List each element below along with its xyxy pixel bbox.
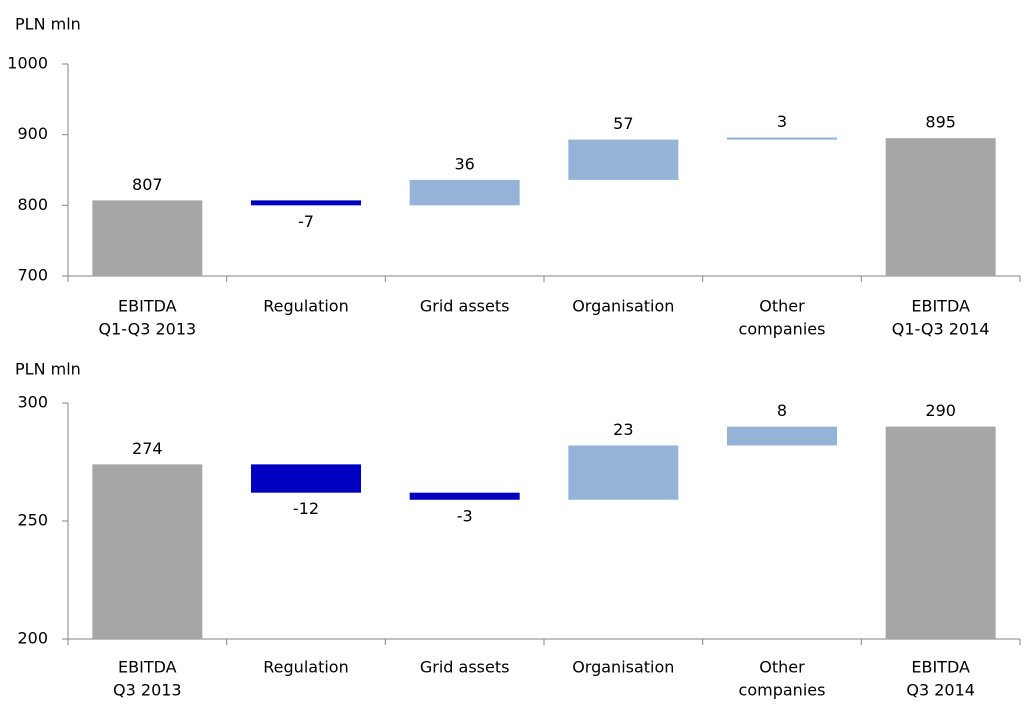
bar — [251, 464, 361, 493]
data-label: -7 — [298, 212, 314, 231]
x-tick-label: Q1-Q3 2014 — [892, 320, 990, 339]
bar — [885, 426, 996, 639]
data-label: 274 — [132, 439, 163, 458]
bar — [251, 200, 361, 206]
x-tick-label: Organisation — [572, 297, 674, 316]
x-tick-label: EBITDA — [911, 297, 970, 316]
bar — [92, 200, 203, 276]
y-tick-label: 300 — [17, 393, 48, 412]
y-tick-label: 900 — [17, 124, 48, 143]
x-tick-label: Other — [759, 297, 805, 316]
bar — [727, 426, 837, 446]
x-tick-label: companies — [739, 681, 826, 700]
data-label: 895 — [925, 113, 956, 132]
x-tick-label: Regulation — [263, 297, 348, 316]
y-tick-label: 800 — [17, 195, 48, 214]
data-label: 8 — [777, 401, 787, 420]
y-tick-label: 1000 — [7, 54, 48, 73]
bar — [885, 138, 996, 276]
y-axis-title: PLN mln — [15, 15, 81, 34]
x-tick-label: Q1-Q3 2013 — [98, 320, 196, 339]
bar — [568, 139, 679, 180]
x-tick-label: EBITDA — [911, 658, 970, 677]
x-tick-label: Other — [759, 658, 805, 677]
bar — [409, 492, 520, 500]
bar — [409, 179, 520, 206]
data-label: 57 — [613, 114, 633, 133]
x-tick-label: EBITDA — [118, 297, 177, 316]
bar — [568, 445, 679, 500]
data-label: 290 — [925, 401, 956, 420]
x-tick-label: EBITDA — [118, 658, 177, 677]
bar — [92, 464, 203, 639]
x-tick-label: companies — [739, 320, 826, 339]
y-axis-title: PLN mln — [15, 360, 81, 379]
y-tick-label: 250 — [17, 511, 48, 530]
data-label: 807 — [132, 175, 163, 194]
data-label: -12 — [293, 499, 319, 518]
x-tick-label: Organisation — [572, 658, 674, 677]
x-tick-label: Grid assets — [420, 297, 510, 316]
x-tick-label: Grid assets — [420, 658, 510, 677]
data-label: 23 — [613, 420, 633, 439]
x-tick-label: Q3 2014 — [906, 681, 975, 700]
data-label: 3 — [777, 112, 787, 131]
x-tick-label: Q3 2013 — [113, 681, 182, 700]
bar — [727, 137, 837, 140]
x-tick-label: Regulation — [263, 658, 348, 677]
data-label: 36 — [454, 154, 474, 173]
y-tick-label: 200 — [17, 629, 48, 648]
data-label: -3 — [457, 506, 473, 525]
y-tick-label: 700 — [17, 266, 48, 285]
